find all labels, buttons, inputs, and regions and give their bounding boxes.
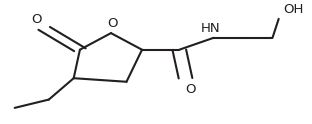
Text: HN: HN bbox=[201, 22, 220, 35]
Text: O: O bbox=[31, 13, 42, 26]
Text: O: O bbox=[185, 83, 195, 96]
Text: OH: OH bbox=[283, 3, 304, 16]
Text: O: O bbox=[107, 17, 118, 30]
